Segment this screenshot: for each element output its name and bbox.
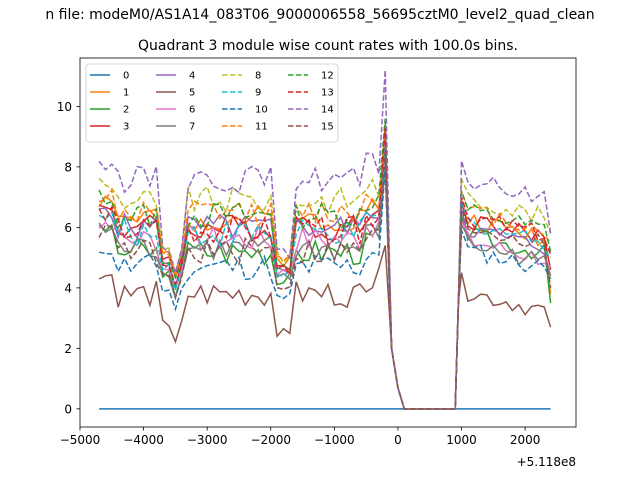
legend-label: 10 [255,105,268,116]
series-line-12 [98,118,552,410]
y-tick-label: 2 [64,342,72,356]
x-tick-label: −1000 [314,433,355,447]
series-line-7 [98,166,552,410]
series-line-6 [98,160,551,410]
legend-item-15: 15 [288,122,334,133]
legend-label: 7 [189,122,195,133]
legend-label: 1 [123,88,129,99]
legend-label: 11 [255,122,268,133]
legend-item-8: 8 [222,71,261,82]
legend-item-5: 5 [156,88,195,99]
legend-label: 12 [321,71,334,82]
legend-label: 15 [321,122,334,133]
legend-label: 0 [123,71,129,82]
x-tick-label: −3000 [187,433,228,447]
legend-label: 3 [123,122,129,133]
legend-label: 14 [321,105,334,116]
x-tick-label: 2000 [510,433,541,447]
legend-item-12: 12 [288,71,334,82]
series-line-5 [98,245,552,410]
legend-item-10: 10 [222,105,268,116]
legend-item-2: 2 [90,105,129,116]
axes-frame [79,57,577,428]
legend-item-4: 4 [156,71,195,82]
legend-item-13: 13 [288,88,334,99]
legend-label: 2 [123,105,129,116]
x-tick-label: −5000 [60,433,101,447]
legend-item-7: 7 [156,122,195,133]
x-tick-label: −2000 [250,433,291,447]
legend-label: 5 [189,88,195,99]
series-line-11 [98,124,552,410]
y-tick-label: 6 [64,221,72,235]
y-tick-label: 0 [64,402,72,416]
legend-label: 13 [321,88,334,99]
legend-item-14: 14 [288,105,334,116]
plot-area: −5000 −4000 −3000 −2000 −1000 0 1000 2000 0 2 4 6 8 1… [57,57,577,447]
series-line-14 [98,70,552,410]
x-tick-label: 1000 [446,433,477,447]
legend-item-0: 0 [90,71,129,82]
series-line-8 [98,130,552,410]
legend-label: 4 [189,71,195,82]
legend-frame [85,63,339,143]
legend-item-3: 3 [90,122,129,133]
legend-item-9: 9 [222,88,261,99]
series-line-1 [98,139,552,410]
series-line-10 [98,166,552,410]
series-line-3 [98,136,552,410]
legend-item-11: 11 [222,122,268,133]
chart-title: Quadrant 3 module wise count rates with … [138,38,518,54]
series-line-4 [99,142,552,410]
legend-label: 6 [189,105,195,116]
y-tick-label: 8 [64,160,72,174]
figure-suptitle: n file: modeM0/AS1A14_083T06_9000006558_… [45,7,594,23]
x-offset-label: +5.118e8 [517,455,576,469]
x-tick-label: −4000 [123,433,164,447]
legend-item-6: 6 [156,105,195,116]
x-tick-label: 0 [394,433,402,447]
legend-label: 9 [255,88,261,99]
series-line-15 [98,151,552,410]
legend-label: 8 [255,71,261,82]
y-tick-label: 10 [57,100,72,114]
series-line-9 [98,148,552,410]
y-tick-label: 4 [64,281,72,295]
series-line-2 [98,157,552,410]
legend-item-1: 1 [90,88,129,99]
